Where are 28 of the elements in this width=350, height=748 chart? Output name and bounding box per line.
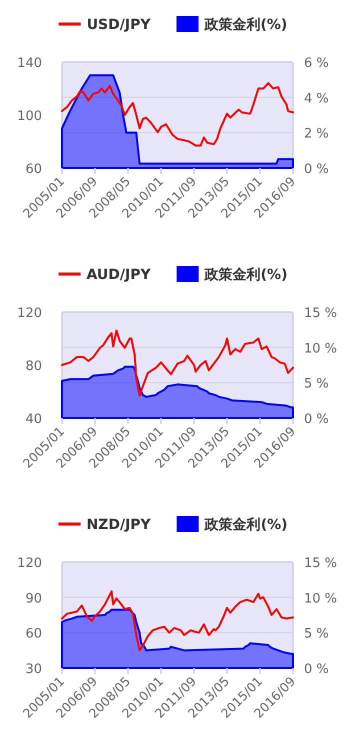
y2-tick-label: 5 % [304, 376, 329, 392]
y2-tick-label: 15 % [304, 556, 338, 571]
legend-label: 政策金利(%) [204, 267, 288, 283]
y2-tick-label: 15 % [304, 306, 338, 321]
y-tick-label: 120 [17, 556, 42, 571]
y-tick-label: 100 [17, 109, 42, 124]
y2-tick-label: 0 % [304, 162, 329, 177]
legend-label: 政策金利(%) [203, 17, 288, 33]
y2-tick-label: 10 % [304, 591, 338, 606]
y2-tick-label: 5 % [304, 626, 329, 642]
y-tick-label: 80 [25, 359, 42, 374]
legend-label: NZD/JPY [86, 517, 152, 533]
y2-tick-label: 0 % [304, 412, 329, 427]
y-tick-label: 60 [25, 162, 42, 177]
y2-tick-label: 0 % [304, 662, 329, 677]
y-tick-label: 140 [17, 56, 42, 71]
legend-label: 政策金利(%) [204, 517, 288, 533]
y2-tick-label: 2 % [304, 126, 329, 142]
y2-tick-label: 6 % [304, 56, 329, 71]
y-tick-label: 90 [25, 591, 42, 606]
y-tick-label: 30 [25, 662, 42, 677]
y2-tick-label: 4 % [304, 91, 329, 106]
legend-label: AUD/JPY [86, 267, 152, 283]
y-tick-label: 120 [17, 306, 42, 321]
y-tick-label: 60 [25, 626, 42, 642]
y2-tick-label: 10 % [304, 341, 338, 356]
legend-label: USD/JPY [86, 17, 152, 33]
y-tick-label: 40 [25, 412, 42, 427]
